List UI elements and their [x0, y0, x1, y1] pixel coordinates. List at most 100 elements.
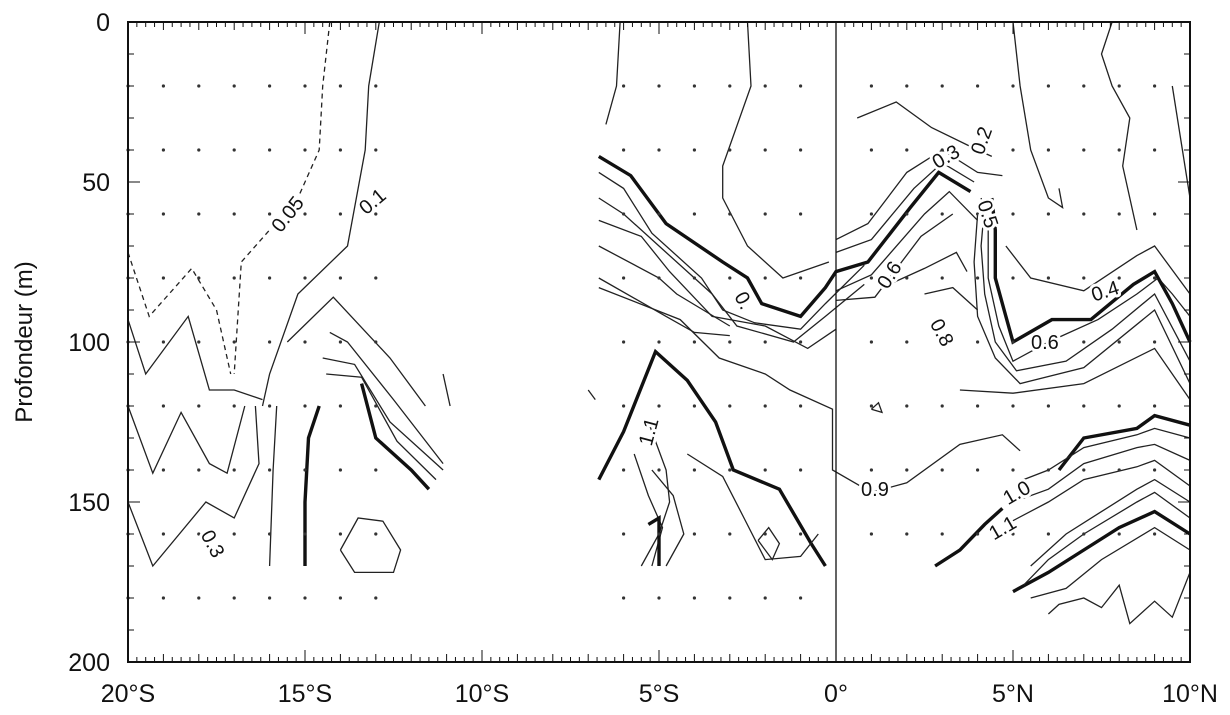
contour-lines: [127, 21, 1192, 625]
x-tick-label: 5°N: [992, 680, 1034, 708]
station-dot: [657, 404, 661, 408]
station-dot: [197, 404, 201, 408]
contour-line: [934, 507, 1004, 568]
station-dot: [657, 340, 661, 344]
plot-frame: [127, 21, 1191, 663]
station-dot: [869, 468, 874, 472]
contour-line: [127, 252, 232, 375]
station-dot: [622, 404, 626, 408]
station-dot: [622, 84, 626, 88]
contour-line: [980, 204, 1191, 372]
station-dot: [622, 468, 626, 472]
contour-line: [598, 219, 837, 350]
station-dot: [1117, 468, 1121, 472]
station-dot: [976, 148, 980, 152]
y-tick-label: 150: [68, 489, 110, 517]
contour-line: [1012, 443, 1191, 503]
station-dot: [374, 340, 378, 344]
station-dot: [303, 276, 307, 280]
station-dot: [1011, 468, 1015, 472]
station-dots: [126, 84, 1157, 600]
contour-line: [835, 190, 979, 292]
station-dot: [728, 212, 732, 216]
x-tick-label: 10°S: [455, 680, 509, 708]
station-dot: [161, 404, 165, 408]
station-dot: [268, 596, 272, 600]
station-dot: [197, 596, 201, 600]
station-dot: [161, 84, 165, 88]
station-dot: [976, 404, 980, 408]
station-dot: [799, 532, 803, 536]
contour-line: [1171, 85, 1191, 199]
contour-label: 0.6: [1031, 332, 1059, 354]
contour-label-group: 0.90.9: [858, 476, 892, 504]
contour-label-group: 0.40.4: [1086, 274, 1125, 310]
station-dot: [161, 532, 165, 536]
station-dot: [338, 532, 342, 536]
x-tick-label: 10°N: [1162, 680, 1218, 708]
y-tick-label: 100: [68, 329, 110, 357]
station-dot: [1046, 404, 1050, 408]
station-dot: [1046, 340, 1050, 344]
station-dot: [728, 276, 732, 280]
station-dot: [940, 340, 944, 344]
contour-label-group: 0.30.3: [926, 138, 967, 177]
station-dot: [869, 212, 874, 216]
contour-label-halo: 0.6: [1031, 332, 1059, 354]
contour-label: 0.9: [861, 479, 889, 501]
station-dot: [374, 276, 378, 280]
x-tick-label: 15°S: [278, 680, 332, 708]
x-tick-label: 0°: [824, 680, 848, 708]
station-dot: [799, 148, 803, 152]
station-dot: [905, 340, 909, 344]
contour-line: [1012, 509, 1191, 594]
station-dot: [905, 148, 909, 152]
contour-label: 0.2: [967, 124, 997, 158]
station-dot: [232, 212, 236, 216]
contour-line: [605, 21, 621, 125]
y-tick-label: 0: [96, 9, 110, 37]
station-dot: [374, 596, 378, 600]
station-dot: [374, 404, 378, 408]
station-dot: [622, 212, 626, 216]
contour-line: [651, 469, 685, 567]
station-dot: [1082, 148, 1086, 152]
station-dot: [161, 340, 165, 344]
station-dot: [1011, 340, 1015, 344]
station-dot: [1011, 148, 1015, 152]
contour-line: [1030, 526, 1191, 599]
station-dot: [869, 148, 874, 152]
contour-label: 0.4: [1089, 277, 1122, 307]
station-dot: [1082, 468, 1086, 472]
station-dot: [268, 84, 272, 88]
station-dot: [1153, 468, 1157, 472]
station-dot: [799, 276, 803, 280]
contour-line: [268, 405, 278, 567]
station-dot: [728, 468, 732, 472]
station-dot: [692, 212, 697, 216]
contour-line: [322, 357, 444, 471]
station-dot: [1117, 276, 1121, 280]
station-dot: [1117, 532, 1121, 536]
contour-line: [1047, 572, 1191, 625]
station-dot: [728, 532, 732, 536]
station-dot: [1082, 404, 1086, 408]
station-dot: [905, 84, 909, 88]
contour-label-halo: 0.9: [861, 479, 889, 501]
station-dot: [1011, 404, 1015, 408]
contour-line: [990, 197, 1192, 345]
station-dot: [869, 532, 874, 536]
station-dot: [268, 276, 272, 280]
station-dot: [161, 148, 165, 152]
contour-line: [647, 514, 661, 566]
station-dot: [232, 340, 236, 344]
station-dot: [1153, 404, 1157, 408]
station-dot: [940, 532, 944, 536]
station-dot: [374, 532, 378, 536]
contour-line: [1023, 427, 1191, 481]
station-dot: [374, 84, 378, 88]
station-dot: [763, 596, 767, 600]
contour-line: [598, 277, 730, 337]
contour-line: [598, 171, 865, 330]
station-dot: [692, 532, 697, 536]
